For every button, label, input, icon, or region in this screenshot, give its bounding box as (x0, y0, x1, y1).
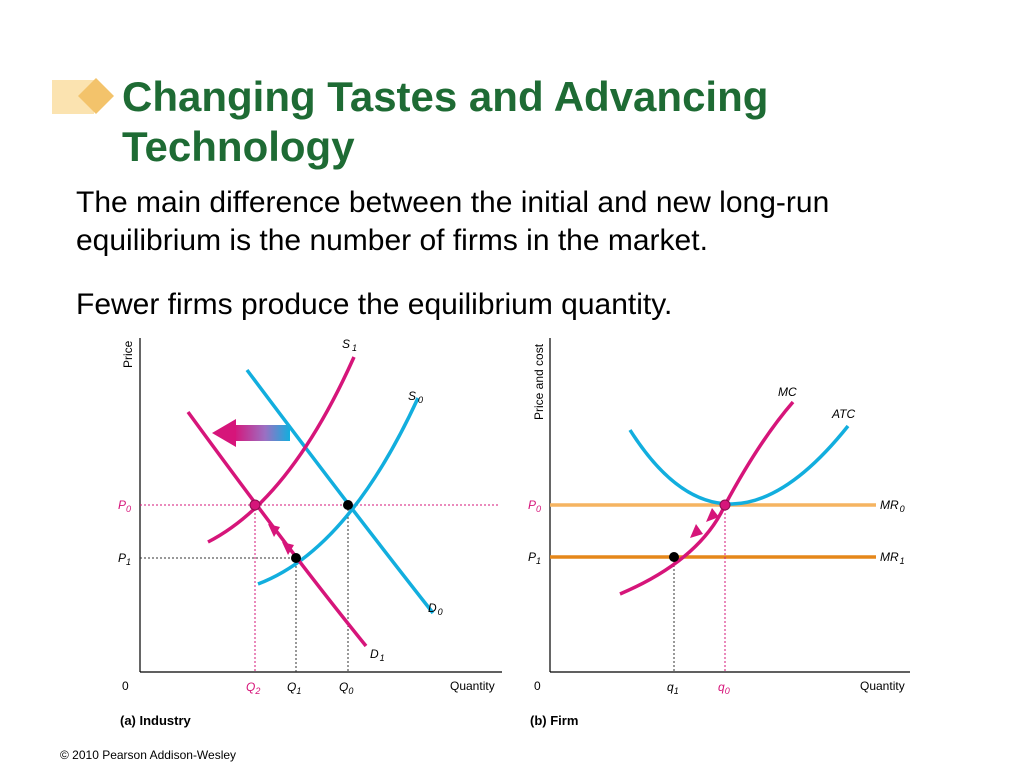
paragraph-1-line-2: equilibrium is the number of firms in th… (76, 224, 708, 257)
firm-panel-label: (b) Firm (530, 713, 578, 728)
industry-q2-tick: Q2 (246, 680, 260, 696)
industry-d0-curve (245, 368, 435, 615)
industry-d1-arrow-1 (282, 542, 294, 555)
firm-p1-tick: P1 (528, 550, 541, 566)
industry-origin-label: 0 (122, 679, 129, 693)
firm-short-run-point (669, 552, 679, 562)
industry-short-run-point (291, 553, 301, 563)
industry-y-label: Price (121, 340, 135, 368)
firm-mc-arrow-2 (706, 508, 719, 522)
industry-d1-arrow-2 (268, 524, 280, 537)
title-bullet-icon (52, 78, 114, 114)
industry-shift-arrow-body (234, 425, 290, 441)
industry-q0-tick: Q0 (339, 680, 353, 696)
firm-mc-arrow-1 (690, 524, 703, 538)
firm-x-label: Quantity (860, 679, 905, 693)
industry-s0-curve (257, 397, 420, 586)
industry-p0-tick: P0 (118, 498, 131, 514)
industry-d1-curve (186, 410, 368, 648)
industry-x-label: Quantity (450, 679, 495, 693)
firm-mc-label: MC (778, 385, 797, 399)
paragraph-1: The main difference between the initial … (76, 184, 976, 260)
paragraph-1-line-1: The main difference between the initial … (76, 186, 830, 219)
firm-y-label: Price and cost (532, 343, 546, 420)
title-line-1: Changing Tastes and Advancing (122, 73, 769, 120)
copyright-notice: © 2010 Pearson Addison-Wesley (60, 748, 237, 762)
paragraph-2: Fewer firms produce the equilibrium quan… (76, 288, 673, 321)
firm-mr1-label: MR1 (880, 550, 905, 566)
industry-p1-tick: P1 (118, 551, 131, 567)
firm-atc-curve (628, 424, 850, 506)
firm-q0-tick: q0 (718, 680, 730, 696)
firm-atc-label: ATC (831, 407, 855, 421)
industry-initial-equilibrium-point (343, 500, 353, 510)
firm-p0-tick: P0 (528, 498, 541, 514)
industry-q1-tick: Q1 (287, 680, 301, 696)
industry-d1-label: D1 (370, 647, 385, 663)
industry-new-equilibrium-point (249, 499, 261, 511)
slide-title: Changing Tastes and Advancing Technology (122, 72, 982, 172)
firm-panel: Price and cost Quantity 0 MC ATC MR0 MR1… (528, 338, 910, 728)
firm-mr0-label: MR0 (880, 498, 905, 514)
industry-d0-label: D0 (428, 601, 443, 617)
industry-s1-curve (207, 356, 356, 544)
firm-long-run-point (719, 499, 731, 511)
industry-shift-arrow-head (212, 419, 236, 447)
bullet-diamond (78, 78, 114, 114)
firm-mc-curve (619, 400, 795, 596)
firm-q1-tick: q1 (667, 680, 679, 696)
title-line-2: Technology (122, 123, 355, 170)
firm-origin-label: 0 (534, 679, 541, 693)
industry-panel-label: (a) Industry (120, 713, 192, 728)
